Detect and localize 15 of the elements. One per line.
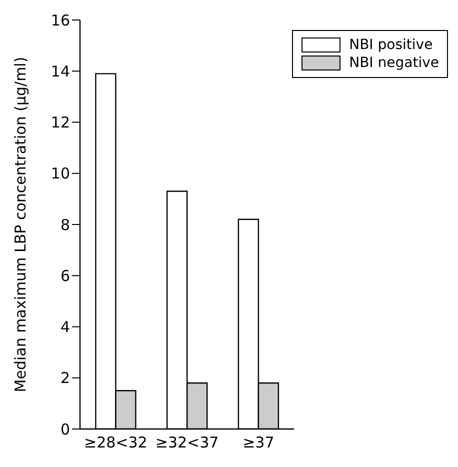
x-tick-label: ≥32<37: [155, 434, 219, 452]
y-tick-label: 0: [60, 420, 70, 438]
legend-label: NBI positive: [349, 37, 433, 53]
y-tick-label: 16: [50, 11, 70, 30]
y-tick-label: 10: [50, 164, 70, 183]
y-tick-label: 8: [60, 216, 70, 234]
x-tick-label: ≥28<32: [84, 434, 148, 452]
y-tick-label: 2: [60, 369, 70, 388]
legend-label: NBI negative: [349, 55, 439, 71]
y-tick-label: 6: [60, 266, 70, 285]
y-tick-label: 12: [50, 114, 70, 132]
x-tick-label: ≥37: [242, 434, 274, 452]
y-axis-title: Median maximum LBP concentration (µg/ml): [11, 56, 30, 392]
y-tick-label: 14: [50, 62, 70, 80]
y-tick-label: 4: [60, 318, 70, 336]
